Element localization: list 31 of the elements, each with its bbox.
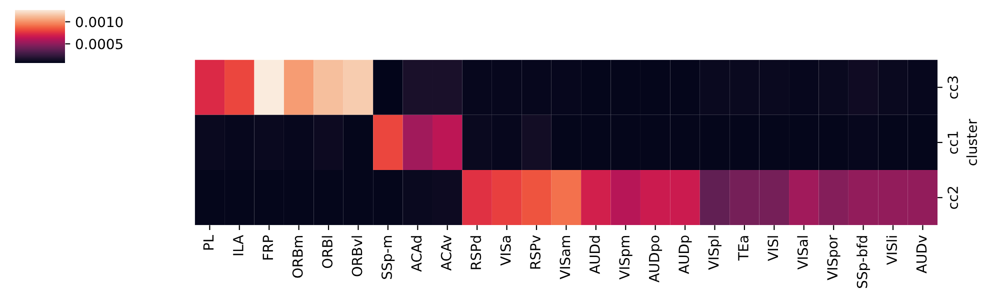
y-tick-label: cc3 [948, 76, 958, 99]
x-tick-label: ORBm [292, 236, 303, 278]
x-tick-label: AUDpo [649, 236, 662, 282]
y-tick-label: cc2 [948, 186, 958, 209]
x-tick-label: ORBl [322, 236, 333, 268]
x-tick-label: AUDv [916, 235, 927, 274]
x-tick-label: ORBvl [352, 236, 362, 276]
x-tick-label: VISal [797, 236, 808, 270]
x-tick-label: VISpm [619, 236, 632, 280]
x-tick-label: FRP [262, 235, 273, 260]
x-tick-label: TEa [738, 236, 748, 261]
x-tick-label: AUDp [678, 236, 692, 274]
x-tick-label: PL [203, 234, 214, 250]
x-tick-label: VISam [560, 236, 570, 280]
x-tick-label: SSp-m [381, 236, 395, 279]
x-tick-label: VISpor [827, 234, 840, 280]
y-axis-title: cluster [966, 118, 978, 166]
x-tick-label: VISl [767, 236, 778, 262]
x-tick-label: ACAv [440, 235, 452, 271]
x-tick-label: RSPv [530, 235, 541, 269]
x-tick-label: VISa [500, 236, 511, 266]
color-bar-label: 0.0005 [76, 38, 122, 50]
x-tick-label: ACAd [410, 236, 422, 272]
x-tick-label: VISli [886, 236, 898, 265]
x-tick-label: SSp-bfd [856, 236, 870, 288]
color-bar-label: 0.0010 [76, 16, 123, 28]
x-tick-label: ILA [233, 234, 244, 256]
y-tick-label: cc1 [948, 132, 958, 154]
x-tick-label: RSPd [470, 236, 482, 270]
x-tick-label: AUDd [589, 236, 600, 274]
x-tick-label: VISpl [708, 236, 722, 270]
